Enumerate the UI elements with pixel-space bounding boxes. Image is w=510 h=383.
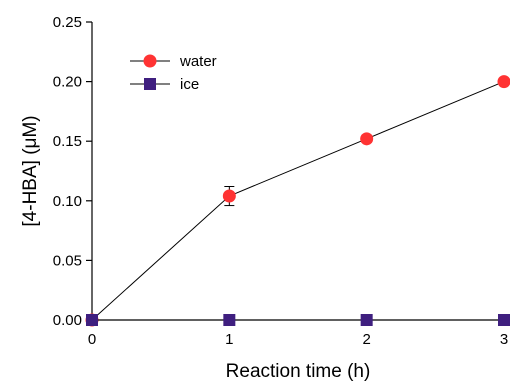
y-tick-label: 0.00 [53, 312, 82, 329]
series [85, 75, 510, 327]
x-tick-label: 3 [500, 331, 508, 348]
legend-label-ice: ice [180, 76, 199, 93]
y-tick-label: 0.25 [53, 14, 82, 31]
y-tick-label: 0.10 [53, 193, 82, 210]
series-line-water [91, 81, 505, 321]
y-axis-title: [4-HBA] (μM) [20, 115, 41, 226]
y-tick-label: 0.05 [53, 252, 82, 269]
y-tick-label: 0.20 [53, 74, 82, 91]
x-axis-title: Reaction time (h) [226, 361, 371, 382]
axes [91, 22, 504, 321]
x-tick-label: 2 [362, 331, 370, 348]
data-point-water [222, 189, 236, 203]
data-point-ice [86, 314, 98, 326]
x-tick-label: 0 [88, 331, 96, 348]
data-point-ice [498, 314, 510, 326]
data-point-water [360, 132, 374, 146]
x-tick-label: 1 [225, 331, 233, 348]
data-point-water [497, 75, 510, 89]
legend-label-water: water [179, 53, 217, 70]
y-tick-label: 0.15 [53, 133, 82, 150]
data-point-ice [360, 314, 373, 326]
data-point-ice [223, 314, 236, 326]
legend-marker-ice [144, 78, 156, 90]
ticks: 0.00 0.05 0.10 0.15 0.20 0.25 0 1 2 3 [53, 14, 508, 348]
legend: water ice [130, 53, 217, 93]
legend-marker-water [143, 54, 157, 68]
